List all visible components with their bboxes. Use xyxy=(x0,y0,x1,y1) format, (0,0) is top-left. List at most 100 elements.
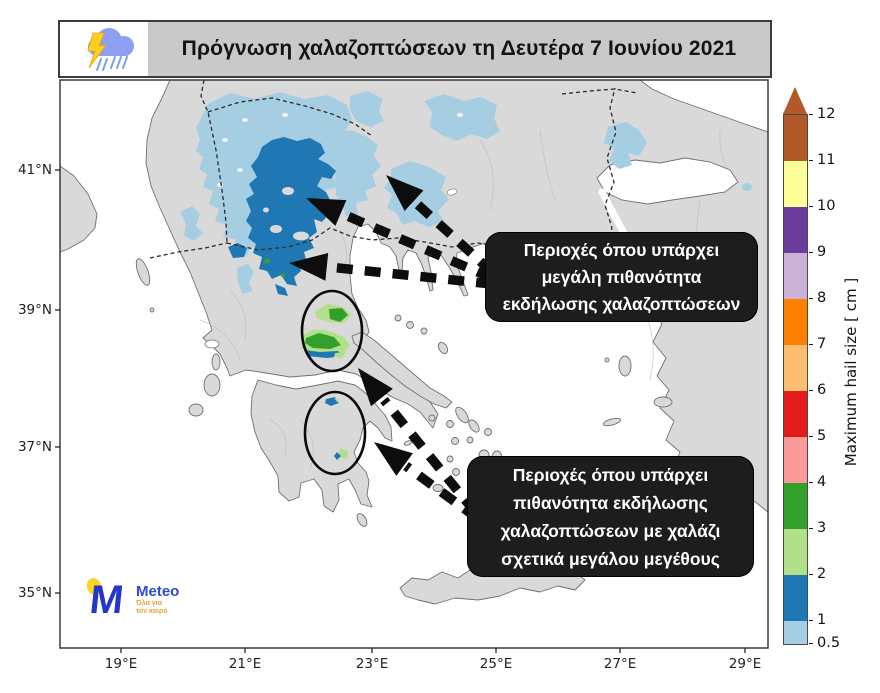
y-axis-tick-label: 39°N xyxy=(17,302,52,318)
colorbar-tick-label: 2 xyxy=(817,566,827,582)
lightning-bolt xyxy=(87,32,107,69)
internal-borders xyxy=(199,129,736,471)
meteo-logo: M Meteo Όλα για τον καιρό xyxy=(84,576,234,628)
colorbar-segment-9-10cm xyxy=(784,207,807,253)
colorbar-segment-2-3cm xyxy=(784,529,807,575)
colorbar-tick-label: 5 xyxy=(817,428,827,444)
island-kythira xyxy=(356,513,368,527)
island-corfu xyxy=(135,258,151,286)
colorbar-segment-5-6cm xyxy=(784,391,807,437)
axis-tick-marks xyxy=(55,169,746,653)
colorbar-tick-mark xyxy=(809,435,813,437)
lake-volvi xyxy=(446,188,458,196)
colorbar-tick-mark xyxy=(809,297,813,299)
colorbar-tick-mark xyxy=(809,573,813,575)
land-euboea xyxy=(351,331,453,409)
callout-high-probability: Περιοχές όπου υπάρχει μεγάλη πιθανότητα … xyxy=(485,232,758,322)
callout-line: χαλαζοπτώσεων με χαλάζι xyxy=(500,520,721,541)
ellipse-peloponnese xyxy=(303,390,367,476)
colorbar-segment-10-11cm xyxy=(784,161,807,207)
island-kea xyxy=(446,420,454,428)
title-icon-cell xyxy=(60,22,148,76)
island-kefalonia xyxy=(203,373,221,397)
island-ikaria xyxy=(602,417,622,427)
title-bar: Πρόγνωση χαλαζοπτώσεων τη Δευτέρα 7 Ιουν… xyxy=(58,20,772,78)
island-psara xyxy=(604,357,610,363)
colorbar-tick-label: 1 xyxy=(817,612,827,628)
colorbar-tick-label: 12 xyxy=(817,106,836,122)
ellipse-thessaly xyxy=(300,289,364,373)
colorbar-tick-mark xyxy=(809,205,813,207)
colorbar-segment-0.5-1cm xyxy=(784,621,807,644)
arrow-large-hail-2 xyxy=(374,442,480,522)
plot-frame xyxy=(59,79,769,649)
island-sifnos xyxy=(452,468,460,476)
colorbar-overflow-arrow xyxy=(783,87,807,114)
island-milos xyxy=(432,484,444,492)
meteo-tagline-line1: Όλα για xyxy=(136,600,162,607)
colorbar-segment-6-7cm xyxy=(784,345,807,391)
colorbar-tick-label: 10 xyxy=(817,198,836,214)
x-axis-tick-label: 19°E xyxy=(104,656,138,672)
colorbar-segment-7-8cm xyxy=(784,299,807,345)
island-skyros xyxy=(437,341,449,355)
island-alonissos xyxy=(420,327,428,335)
island-syros xyxy=(466,436,474,444)
colorbar-tick-label: 0.5 xyxy=(817,635,841,651)
colorbar-tick-mark xyxy=(809,527,813,529)
callout-line: πιθανότητα εκδήλωσης xyxy=(513,492,708,513)
colorbar-tick-mark xyxy=(809,619,813,621)
island-tinos xyxy=(468,419,480,433)
colorbar-tick-label: 3 xyxy=(817,520,827,536)
page-title: Πρόγνωση χαλαζοπτώσεων τη Δευτέρα 7 Ιουν… xyxy=(181,37,737,60)
island-mykonos xyxy=(484,428,492,436)
island-skiathos xyxy=(394,314,402,322)
x-axis-tick-label: 23°E xyxy=(355,656,389,672)
arrow-high-prob-1 xyxy=(306,198,494,283)
storm-cloud-lightning-rain-icon xyxy=(87,28,134,71)
colorbar-tick-label: 8 xyxy=(817,290,827,306)
blue-region-holes xyxy=(263,187,309,241)
x-axis-tick-label: 27°E xyxy=(603,656,637,672)
meteo-logo-m-icon: M xyxy=(87,578,126,622)
land-italy xyxy=(60,165,98,253)
arrow-high-prob-2 xyxy=(386,175,496,276)
colorbar-tick-label: 9 xyxy=(817,244,827,260)
callout-line: Περιοχές όπου υπάρχει xyxy=(512,464,709,485)
ambracian-gulf xyxy=(204,339,220,349)
colorbar-tick-label: 6 xyxy=(817,382,827,398)
colorbar-segment-4-5cm xyxy=(784,437,807,483)
x-axis-tick-label: 25°E xyxy=(479,656,513,672)
sea-of-marmara xyxy=(596,157,739,205)
arrow-large-hail-1 xyxy=(358,368,479,515)
island-lefkada xyxy=(211,353,221,371)
rain-streaks xyxy=(96,56,128,71)
callout-large-hail: Περιοχές όπου υπάρχει πιθανότητα εκδήλωσ… xyxy=(467,456,754,577)
island-chios xyxy=(618,355,632,377)
colorbar-tick-mark xyxy=(809,113,813,115)
callout-line: σχετικά μεγάλου μεγέθους xyxy=(501,548,720,569)
callout-line: Περιοχές όπου υπάρχει xyxy=(523,239,720,260)
island-serifos xyxy=(446,455,454,463)
meteo-tagline-line2: τον καιρό xyxy=(136,608,168,615)
arrow-high-prob-3 xyxy=(289,253,493,289)
callout-line: εκδήλωσης χαλαζοπτώσεων xyxy=(502,293,741,314)
colorbar-tick-label: 4 xyxy=(817,474,827,490)
colorbar-tick-mark xyxy=(809,481,813,483)
highlight-ellipses xyxy=(300,289,367,476)
colorbar xyxy=(783,114,808,645)
colorbar-tick-label: 7 xyxy=(817,336,827,352)
island-aegina xyxy=(428,414,436,422)
x-axis-tick-label: 29°E xyxy=(728,656,762,672)
y-axis-tick-label: 37°N xyxy=(17,439,52,455)
callout-line: μεγάλη πιθανότητα xyxy=(541,266,702,287)
island-paxoi xyxy=(149,307,155,313)
annotation-arrows xyxy=(289,175,496,522)
hail-region-peloponnese xyxy=(325,397,348,460)
colorbar-tick-mark xyxy=(809,343,813,345)
colorbar-segment-8-9cm xyxy=(784,253,807,299)
colorbar-segment-1-2cm xyxy=(784,575,807,621)
island-andros xyxy=(455,406,469,424)
x-axis-tick-label: 21°E xyxy=(228,656,262,672)
